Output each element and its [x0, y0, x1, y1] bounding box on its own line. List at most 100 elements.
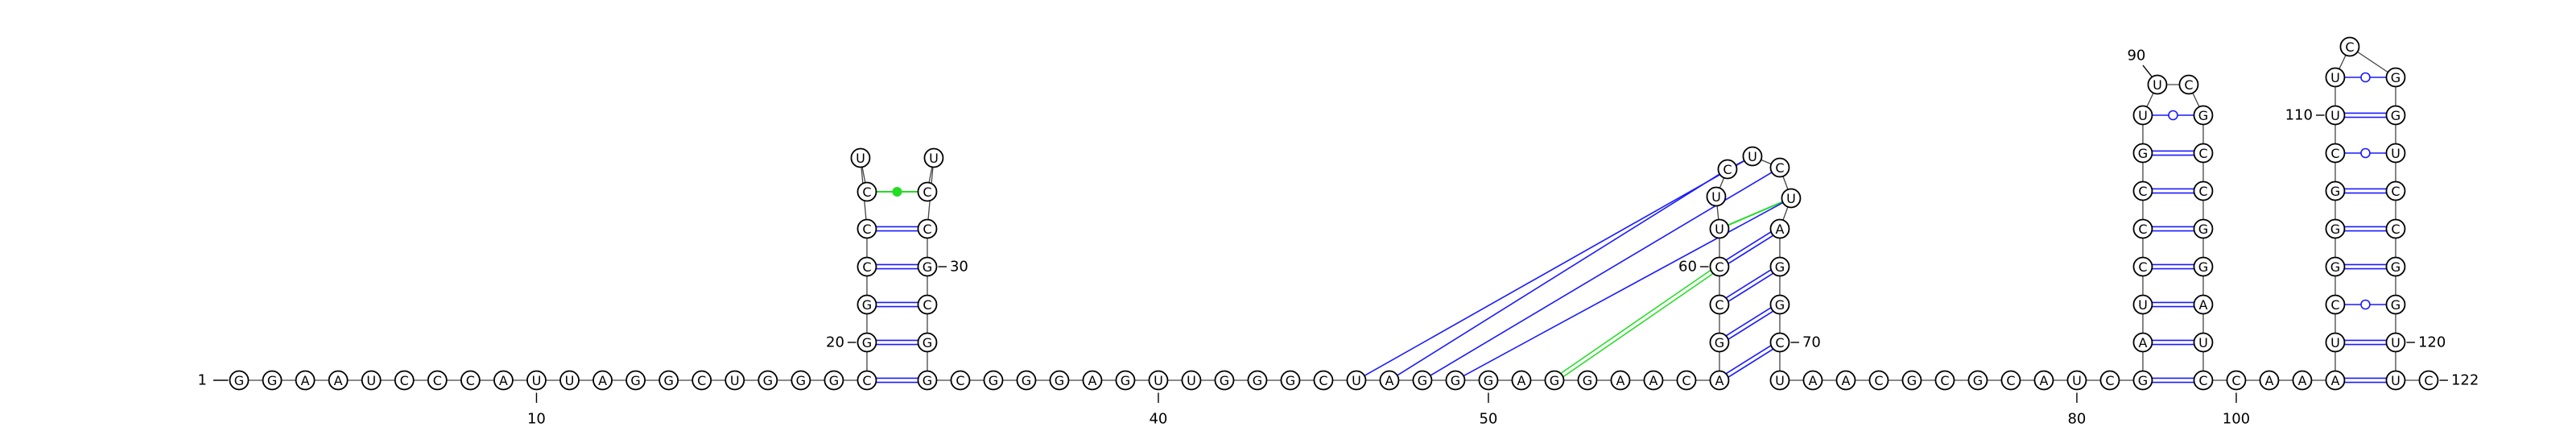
base-pair-110-114 [2344, 112, 2387, 118]
nucleotide-77: G [1967, 370, 1988, 391]
nucleotide-106: G [2325, 256, 2346, 277]
nucleotide-base-label: C [2105, 373, 2114, 388]
nucleotide-63: C [1717, 159, 1738, 180]
nucleotide-base-label: C [2330, 297, 2339, 313]
base-pair-103-121 [2344, 377, 2387, 383]
nucleotide-base-label: G [2330, 184, 2340, 199]
position-label-1: 1 [198, 372, 229, 389]
nucleotide-99: C [2193, 370, 2214, 391]
nucleotide-59: C [1709, 294, 1730, 315]
nucleotide-91: C [2178, 74, 2199, 95]
nucleotide-base-label: G [923, 335, 932, 350]
nucleotide-base-label: G [1775, 297, 1785, 313]
base-pair-26-27 [876, 187, 919, 197]
nucleotide-base-label: U [1775, 373, 1785, 388]
nucleotide-base-label: G [923, 373, 932, 388]
base-pair-23-30 [876, 263, 919, 270]
nucleotide-28: U [923, 147, 944, 168]
base-pair-83-98 [2152, 339, 2194, 346]
base-pairs-layer [876, 72, 2387, 383]
nucleotide-60: C [1709, 256, 1730, 277]
nucleotide-20: C [857, 370, 877, 391]
base-pair-22-31 [876, 301, 919, 308]
base-pair-49-66 [1463, 201, 1784, 377]
nucleotide-32: G [917, 332, 938, 353]
nucleotide-base-label: C [1319, 373, 1327, 388]
nucleotide-base-label: U [1715, 222, 1724, 237]
nucleotide-base-label: U [565, 373, 575, 388]
nucleotide-4: A [328, 370, 349, 391]
nucleotide-11: U [559, 370, 580, 391]
nucleotide-23: C [857, 256, 877, 277]
nucleotide-12: A [592, 370, 613, 391]
nucleotide-base-label: A [2297, 373, 2306, 388]
nucleotide-6: C [394, 370, 415, 391]
position-label-122: 122 [2439, 372, 2479, 389]
nucleotide-base-label: A [1649, 373, 1657, 388]
base-pair-85-96 [2152, 263, 2194, 270]
nucleotide-base-label: G [763, 373, 773, 388]
nucleotide-108: G [2325, 180, 2346, 201]
position-label-80: 80 [2067, 392, 2086, 427]
position-label-90: 90 [2127, 48, 2153, 77]
base-pair-109-115 [2344, 147, 2387, 159]
nucleotide-27: C [917, 181, 938, 202]
nucleotide-base-label: C [2184, 77, 2193, 93]
nucleotide-54: A [1610, 370, 1631, 391]
nucleotide-base-label: G [829, 373, 839, 388]
nucleotide-67: A [1769, 218, 1790, 239]
position-label-30: 30 [938, 259, 968, 276]
nucleotide-98: U [2193, 332, 2214, 353]
nucleotide-base-label: C [1715, 259, 1724, 275]
nucleotide-base-label: G [1775, 259, 1785, 275]
position-label-text: 20 [826, 334, 844, 351]
nucleotide-117: C [2385, 218, 2406, 239]
nucleotide-8: C [460, 370, 481, 391]
nucleotide-80: U [2066, 370, 2087, 391]
nucleotide-base-label: G [1121, 373, 1130, 388]
nucleotide-111: U [2325, 67, 2346, 88]
nucleotide-35: G [983, 370, 1004, 391]
nucleotide-base-label: A [301, 373, 310, 388]
nucleotide-31: C [917, 294, 938, 315]
nucleotide-118: G [2385, 256, 2406, 277]
nucleotide-92: G [2193, 105, 2214, 126]
nucleotide-53: G [1577, 370, 1598, 391]
nucleotide-22: G [857, 294, 877, 315]
nucleotide-base-label: A [2138, 335, 2147, 350]
nucleotide-base-label: U [2391, 146, 2401, 161]
nucleotide-base-label: G [862, 297, 872, 313]
base-pair-47-63 [1397, 173, 1720, 376]
position-label-text: 1 [198, 372, 207, 389]
nucleotide-51: A [1511, 370, 1532, 391]
nucleotide-113: G [2385, 67, 2406, 88]
nucleotide-42: G [1214, 370, 1235, 391]
nucleotide-base-label: G [2391, 297, 2401, 313]
position-label-60: 60 [1678, 259, 1709, 276]
nucleotide-102: A [2292, 370, 2313, 391]
nucleotide-base-label: A [334, 373, 343, 388]
nucleotide-96: G [2193, 256, 2214, 277]
nucleotide-base-label: C [2198, 146, 2207, 161]
nucleotide-base-label: C [862, 222, 871, 237]
nucleotide-base-label: G [2330, 259, 2340, 275]
nucleotide-base-label: U [2330, 108, 2340, 123]
nucleotide-21: G [857, 332, 877, 353]
nucleotide-24: C [857, 218, 877, 239]
nucleotide-base-label: C [923, 297, 931, 313]
nucleotide-93: C [2193, 143, 2214, 164]
nucleotide-74: C [1868, 370, 1889, 391]
nucleotide-48: G [1412, 370, 1433, 391]
nucleotide-50: G [1478, 370, 1499, 391]
nucleotide-base-label: A [1808, 373, 1817, 388]
nucleotide-base-label: C [1775, 335, 1784, 350]
nucleotide-base-label: G [1418, 373, 1427, 388]
nucleotide-base-label: G [1022, 373, 1031, 388]
nucleotide-base-label: U [1748, 149, 1757, 164]
nucleotide-base-label: C [400, 373, 409, 388]
nucleotide-base-label: C [2138, 184, 2147, 199]
nucleotide-base-label: U [2153, 77, 2162, 93]
nucleotide-90: U [2147, 74, 2168, 95]
